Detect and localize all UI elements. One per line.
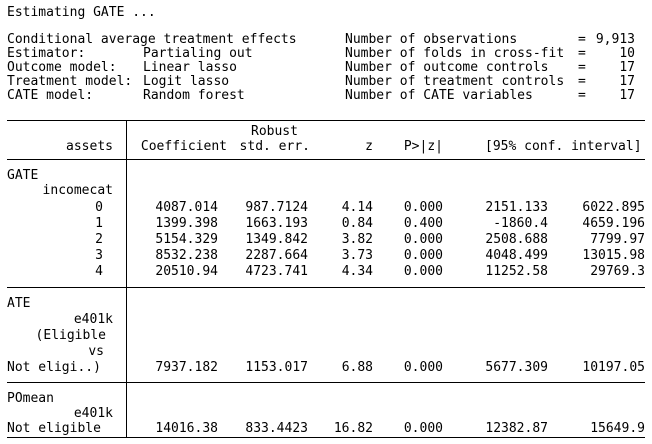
cell-ci-upper: 13015.98 bbox=[582, 248, 645, 263]
header-conf-interval: [95% conf. interval] bbox=[485, 139, 642, 154]
stat-label-cate-variables: Number of CATE variables bbox=[345, 88, 533, 103]
header-robust: Robust bbox=[251, 124, 298, 139]
summary-label-estimator: Estimator: bbox=[7, 46, 86, 61]
cell-ci-upper: 4659.196 bbox=[582, 216, 645, 231]
section-label-gate: GATE bbox=[7, 168, 39, 183]
cell-z: 3.73 bbox=[341, 248, 373, 263]
summary-value-cate-model: Random forest bbox=[143, 88, 245, 103]
summary-label-treatment-model: Treatment model: bbox=[7, 74, 133, 89]
cell-p: 0.400 bbox=[403, 216, 443, 231]
stat-value-cate-variables: 17 bbox=[619, 88, 635, 103]
stat-eq: = bbox=[578, 74, 586, 89]
ate-label-line: vs bbox=[88, 344, 104, 359]
row-label: 4 bbox=[95, 264, 103, 279]
stat-value-folds: 10 bbox=[619, 46, 635, 61]
ate-label-line: (Eligible bbox=[35, 328, 106, 343]
summary-value-treatment-model: Logit lasso bbox=[143, 74, 230, 89]
cell-p: 0.000 bbox=[403, 200, 443, 215]
cell-ci-upper: 7799.97 bbox=[590, 232, 645, 247]
table-section-rule bbox=[7, 382, 645, 383]
cell-ci-lower: 5677.309 bbox=[485, 360, 548, 375]
header-std-err: std. err. bbox=[239, 139, 310, 154]
cell-z: 0.84 bbox=[341, 216, 373, 231]
summary-value-estimator: Partialing out bbox=[143, 46, 253, 61]
cell-p: 0.000 bbox=[403, 360, 443, 375]
stat-eq: = bbox=[578, 88, 586, 103]
cell-ci-lower: 2508.688 bbox=[485, 232, 548, 247]
summary-heading: Conditional average treatment effects bbox=[7, 32, 297, 47]
summary-label-outcome-model: Outcome model: bbox=[7, 60, 117, 75]
stat-eq: = bbox=[578, 32, 586, 47]
cell-se: 2287.664 bbox=[245, 248, 308, 263]
gate-variable: incomecat bbox=[42, 183, 113, 198]
cell-coef: 20510.94 bbox=[155, 264, 218, 279]
stat-label-folds: Number of folds in cross-fit bbox=[345, 46, 565, 61]
stat-label-observations: Number of observations bbox=[345, 32, 518, 47]
cell-z: 16.82 bbox=[333, 421, 373, 436]
table-bottom-rule bbox=[7, 437, 645, 438]
pomean-variable: e401k bbox=[73, 406, 113, 421]
cell-ci-lower: -1860.4 bbox=[493, 216, 548, 231]
cell-se: 1349.842 bbox=[245, 232, 308, 247]
cell-ci-lower: 4048.499 bbox=[485, 248, 548, 263]
cell-coef: 1399.398 bbox=[155, 216, 218, 231]
cell-p: 0.000 bbox=[403, 248, 443, 263]
cell-p: 0.000 bbox=[403, 421, 443, 436]
stat-eq: = bbox=[578, 46, 586, 61]
stat-label-outcome-controls: Number of outcome controls bbox=[345, 60, 549, 75]
table-section-rule bbox=[7, 287, 645, 288]
cell-ci-lower: 11252.58 bbox=[485, 264, 548, 279]
cell-ci-upper: 29769.3 bbox=[590, 264, 645, 279]
header-p: P>|z| bbox=[403, 139, 443, 154]
summary-label-cate-model: CATE model: bbox=[7, 88, 94, 103]
cell-se: 1663.193 bbox=[245, 216, 308, 231]
stat-value-observations: 9,913 bbox=[595, 32, 635, 47]
header-rowvar: assets bbox=[66, 139, 113, 154]
stat-eq: = bbox=[578, 60, 586, 75]
row-label: 2 bbox=[95, 232, 103, 247]
cell-coef: 7937.182 bbox=[155, 360, 218, 375]
cell-se: 4723.741 bbox=[245, 264, 308, 279]
row-label: 3 bbox=[95, 248, 103, 263]
header-z: z bbox=[365, 139, 373, 154]
cell-z: 4.14 bbox=[341, 200, 373, 215]
cell-se: 1153.017 bbox=[245, 360, 308, 375]
row-label: Not eligi..) bbox=[7, 360, 101, 375]
table-top-rule bbox=[7, 120, 645, 121]
cell-z: 6.88 bbox=[341, 360, 373, 375]
stat-value-treatment-controls: 17 bbox=[619, 74, 635, 89]
cell-z: 4.34 bbox=[341, 264, 373, 279]
cell-se: 987.7124 bbox=[245, 200, 308, 215]
cell-coef: 5154.329 bbox=[155, 232, 218, 247]
stat-label-treatment-controls: Number of treatment controls bbox=[345, 74, 565, 89]
table-header-rule bbox=[7, 159, 645, 160]
cell-coef: 8532.238 bbox=[155, 248, 218, 263]
row-label: 0 bbox=[95, 200, 103, 215]
ate-variable: e401k bbox=[73, 312, 113, 327]
table-column-divider bbox=[126, 120, 127, 438]
cell-ci-upper: 10197.05 bbox=[582, 360, 645, 375]
section-label-ate: ATE bbox=[7, 296, 31, 311]
output-title: Estimating GATE ... bbox=[7, 5, 156, 20]
summary-value-outcome-model: Linear lasso bbox=[143, 60, 237, 75]
cell-se: 833.4423 bbox=[245, 421, 308, 436]
cell-z: 3.82 bbox=[341, 232, 373, 247]
stat-value-outcome-controls: 17 bbox=[619, 60, 635, 75]
cell-ci-lower: 12382.87 bbox=[485, 421, 548, 436]
cell-ci-lower: 2151.133 bbox=[485, 200, 548, 215]
cell-coef: 4087.014 bbox=[155, 200, 218, 215]
row-label: 1 bbox=[95, 216, 103, 231]
cell-p: 0.000 bbox=[403, 264, 443, 279]
section-label-pomean: POmean bbox=[7, 391, 54, 406]
cell-ci-upper: 15649.9 bbox=[590, 421, 645, 436]
cell-ci-upper: 6022.895 bbox=[582, 200, 645, 215]
row-label: Not eligible bbox=[7, 421, 101, 436]
header-coefficient: Coefficient bbox=[140, 139, 227, 154]
cell-p: 0.000 bbox=[403, 232, 443, 247]
cell-coef: 14016.38 bbox=[155, 421, 218, 436]
